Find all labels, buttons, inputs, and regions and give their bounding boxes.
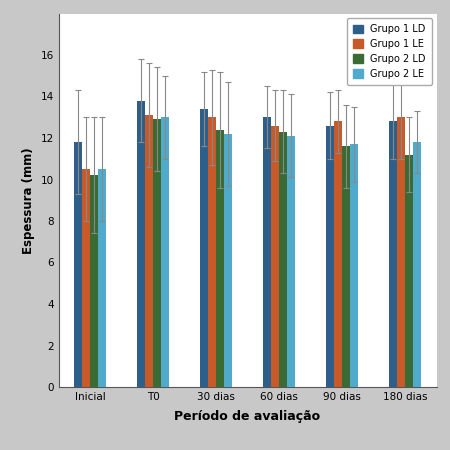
- Bar: [263, 117, 271, 387]
- Bar: [326, 126, 334, 387]
- Bar: [342, 146, 350, 387]
- Bar: [82, 169, 90, 387]
- Bar: [389, 122, 397, 387]
- Bar: [74, 142, 82, 387]
- X-axis label: Período de avaliação: Período de avaliação: [175, 410, 320, 423]
- Bar: [334, 122, 342, 387]
- Bar: [98, 169, 106, 387]
- Bar: [137, 101, 145, 387]
- Y-axis label: Espessura (mm): Espessura (mm): [22, 147, 35, 253]
- Bar: [279, 132, 287, 387]
- Bar: [153, 119, 161, 387]
- Bar: [224, 134, 232, 387]
- Bar: [405, 155, 413, 387]
- Bar: [90, 176, 98, 387]
- Bar: [350, 144, 358, 387]
- Bar: [200, 109, 208, 387]
- Bar: [145, 115, 153, 387]
- Bar: [216, 130, 224, 387]
- Bar: [271, 126, 279, 387]
- Legend: Grupo 1 LD, Grupo 1 LE, Grupo 2 LD, Grupo 2 LE: Grupo 1 LD, Grupo 1 LE, Grupo 2 LD, Grup…: [347, 18, 432, 85]
- Bar: [161, 117, 169, 387]
- Bar: [287, 136, 295, 387]
- Bar: [397, 117, 405, 387]
- Bar: [413, 142, 421, 387]
- Bar: [208, 117, 216, 387]
